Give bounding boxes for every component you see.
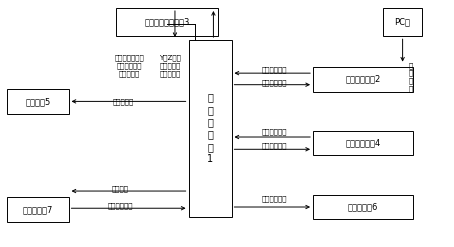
Text: 反作用飞轮6: 反作用飞轮6: [348, 203, 378, 211]
Text: PC机: PC机: [395, 18, 410, 27]
Text: 遥
控
指
令: 遥 控 指 令: [408, 62, 412, 92]
Text: Y、Z轴信
息、挠性附
件模态信息: Y、Z轴信 息、挠性附 件模态信息: [159, 55, 181, 77]
Text: 输出数字信号: 输出数字信号: [262, 66, 287, 73]
Bar: [7, 89, 69, 114]
Text: 地面监控台7: 地面监控台7: [23, 205, 53, 214]
Text: 气浮台角度: 气浮台角度: [112, 98, 133, 105]
Text: 串口加载程序: 串口加载程序: [108, 203, 133, 209]
Text: 输入数字信号: 输入数字信号: [262, 142, 287, 149]
Bar: [7, 197, 69, 222]
Text: 控制执行机构4: 控制执行机构4: [345, 139, 380, 148]
Bar: [188, 40, 232, 217]
Text: 数学模型解算单元3: 数学模型解算单元3: [144, 18, 190, 27]
Text: 输入数字信号: 输入数字信号: [262, 195, 287, 202]
Bar: [313, 67, 413, 92]
Bar: [116, 8, 218, 36]
Bar: [313, 131, 413, 155]
Text: 姿
轨
控
单
元
1: 姿 轨 控 单 元 1: [207, 92, 213, 165]
Text: 惯性基准单元2: 惯性基准单元2: [345, 75, 380, 84]
Text: 测角装置5: 测角装置5: [25, 97, 51, 106]
Text: 输出数字信号: 输出数字信号: [262, 129, 287, 135]
Text: 监控数据: 监控数据: [112, 185, 129, 192]
Bar: [313, 195, 413, 219]
Text: 控制执行机构信
息及气浮台角
度、角速度: 控制执行机构信 息及气浮台角 度、角速度: [115, 55, 144, 77]
Bar: [383, 8, 422, 36]
Text: 输入数字信号: 输入数字信号: [262, 80, 287, 86]
